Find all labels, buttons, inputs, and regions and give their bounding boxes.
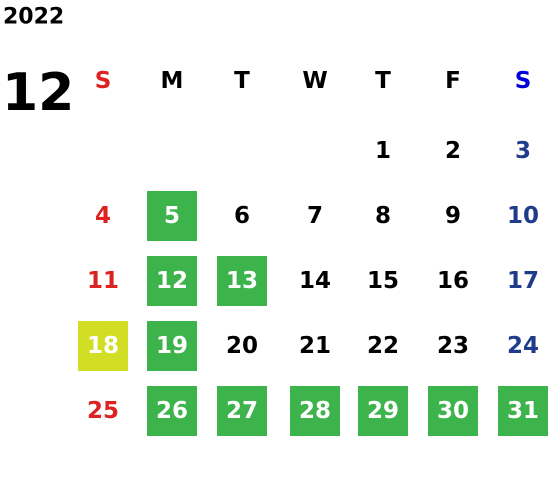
day: 27 bbox=[226, 398, 258, 424]
year: 2022 bbox=[3, 5, 64, 30]
weekday: F bbox=[445, 68, 461, 94]
day: 21 bbox=[299, 333, 331, 359]
day: 19 bbox=[156, 333, 188, 359]
weekday: S bbox=[515, 68, 532, 94]
highlight bbox=[358, 386, 408, 436]
day: 6 bbox=[234, 203, 250, 229]
highlight bbox=[147, 321, 197, 371]
day: 15 bbox=[367, 268, 399, 294]
day: 13 bbox=[226, 268, 258, 294]
day: 29 bbox=[367, 398, 399, 424]
day: 20 bbox=[226, 333, 258, 359]
highlight bbox=[147, 191, 197, 241]
day: 12 bbox=[156, 268, 188, 294]
day: 5 bbox=[164, 203, 180, 229]
day: 28 bbox=[299, 398, 331, 424]
day: 10 bbox=[507, 203, 539, 229]
highlight bbox=[217, 386, 267, 436]
highlight bbox=[428, 386, 478, 436]
weekday: W bbox=[302, 68, 327, 94]
day: 14 bbox=[299, 268, 331, 294]
day: 2 bbox=[445, 138, 461, 164]
day: 1 bbox=[375, 138, 391, 164]
day: 17 bbox=[507, 268, 539, 294]
day: 23 bbox=[437, 333, 469, 359]
highlight bbox=[78, 321, 128, 371]
day: 11 bbox=[87, 268, 119, 294]
day: 16 bbox=[437, 268, 469, 294]
day: 26 bbox=[156, 398, 188, 424]
day: 4 bbox=[95, 203, 111, 229]
day: 3 bbox=[515, 138, 531, 164]
weekday: T bbox=[375, 68, 391, 94]
month: 12 bbox=[2, 63, 74, 123]
highlight bbox=[498, 386, 548, 436]
highlight bbox=[147, 386, 197, 436]
weekday: T bbox=[234, 68, 250, 94]
day: 7 bbox=[307, 203, 323, 229]
weekday: S bbox=[95, 68, 112, 94]
day: 18 bbox=[87, 333, 119, 359]
day: 30 bbox=[437, 398, 469, 424]
weekday: M bbox=[161, 68, 184, 94]
highlight bbox=[290, 386, 340, 436]
day: 8 bbox=[375, 203, 391, 229]
day: 22 bbox=[367, 333, 399, 359]
day: 9 bbox=[445, 203, 461, 229]
day: 25 bbox=[87, 398, 119, 424]
highlight bbox=[147, 256, 197, 306]
highlight bbox=[217, 256, 267, 306]
day: 31 bbox=[507, 398, 539, 424]
day: 24 bbox=[507, 333, 539, 359]
